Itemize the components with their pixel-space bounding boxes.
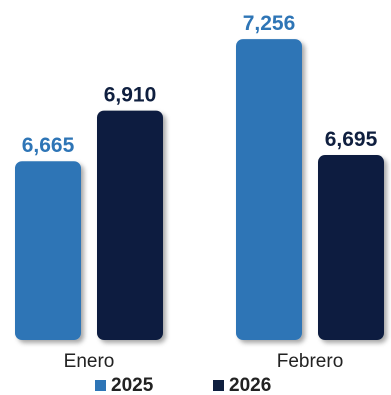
legend: 2025 2026 [95,375,271,395]
legend-label-2025: 2025 [111,375,154,395]
bar-enero-2025 [15,161,81,340]
value-labels-group: 6,665 6,910 7,256 6,695 [22,12,378,157]
bar-febrero-2026 [318,155,384,340]
category-label-enero: Enero [64,351,115,372]
legend-swatch-2025 [95,380,106,391]
value-label-enero-2025: 6,665 [22,134,75,157]
category-label-febrero: Febrero [277,351,344,372]
legend-label-2026: 2026 [229,375,271,395]
bars-group [15,39,384,341]
category-labels-group: Enero Febrero [64,351,344,372]
value-label-enero-2026: 6,910 [104,84,157,107]
value-label-febrero-2026: 6,695 [325,128,378,151]
bar-enero-2026 [97,110,163,340]
value-label-febrero-2025: 7,256 [243,12,296,35]
bar-febrero-2025 [236,39,302,341]
legend-swatch-2026 [213,380,224,391]
